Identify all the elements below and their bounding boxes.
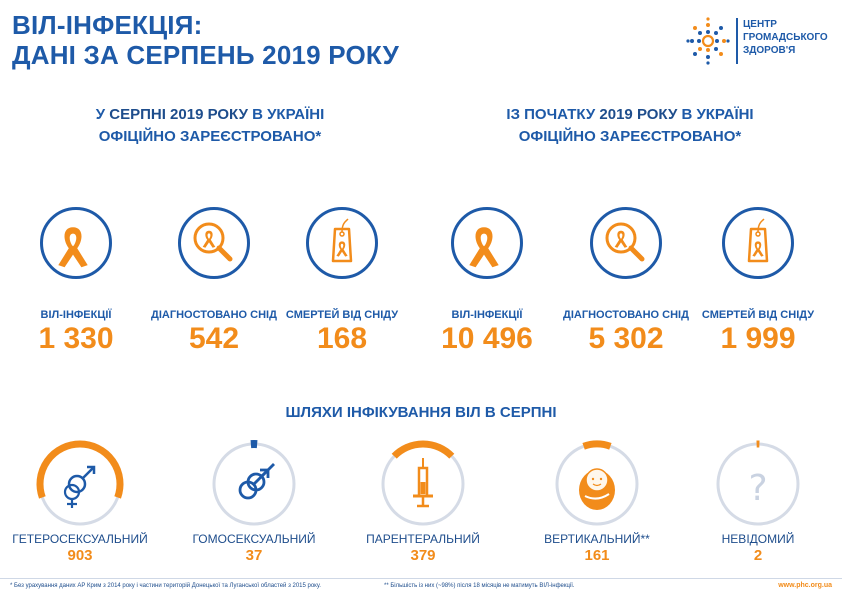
syringe-icon — [413, 458, 433, 508]
footnote-1: * Без урахування даних АР Крим з 2014 ро… — [10, 583, 321, 589]
logo-divider — [736, 18, 738, 64]
route-value: 379 — [410, 547, 436, 564]
route-gauge: ? — [716, 440, 800, 526]
hetero-symbol-icon — [63, 465, 96, 508]
title-line-1: ВІЛ-ІНФЕКЦІЯ: — [12, 10, 203, 40]
stat-label: ВІЛ-ІНФЕКЦІЇ — [40, 309, 112, 321]
stat-label: СМЕРТЕЙ ВІД СНІДУ — [285, 309, 399, 321]
stat-icon-circle — [722, 207, 794, 279]
stat-label: ДІАГНОСТОВАНО СНІД — [563, 309, 689, 321]
logo-line-3: ЗДОРОВ'Я — [743, 45, 796, 56]
route-label: НЕВІДОМИЙ — [721, 532, 795, 546]
svg-text:?: ? — [748, 468, 767, 509]
tag-ribbon-icon — [331, 218, 353, 263]
stat-value: 1 999 — [720, 322, 796, 355]
route-label: ПАРЕНТЕРАЛЬНИЙ — [366, 532, 480, 546]
stat-icon-circle — [451, 207, 523, 279]
footnote-2: ** Більшість із них (~98%) після 18 міся… — [384, 583, 575, 589]
route-value: 903 — [67, 547, 93, 564]
footer-divider — [0, 578, 842, 579]
routes-title: ШЛЯХИ ІНФІКУВАННЯ ВІЛ В СЕРПНІ — [285, 404, 557, 421]
section-august-heading: У СЕРПНІ 2019 РОКУ В УКРАЇНІ ОФІЦІЙНО ЗА… — [95, 106, 325, 145]
logo-text: ЦЕНТР ГРОМАДСЬКОГО ЗДОРОВ'Я — [743, 18, 828, 57]
ribbon-icon — [469, 227, 499, 268]
stat-value: 542 — [188, 322, 240, 355]
route-value: 161 — [584, 547, 610, 564]
route-label: ГЕТЕРОСЕКСУАЛЬНИЙ — [12, 532, 148, 546]
stat-icon-circle — [40, 207, 112, 279]
baby-icon — [579, 468, 615, 510]
page-title: ВІЛ-ІНФЕКЦІЯ: ДАНІ ЗА СЕРПЕНЬ 2019 РОКУ — [12, 10, 399, 70]
stat-value: 168 — [316, 322, 368, 355]
stat-label: СМЕРТЕЙ ВІД СНІДУ — [701, 309, 815, 321]
route-gauge — [555, 440, 639, 526]
title-line-2: ДАНІ ЗА СЕРПЕНЬ 2019 РОКУ — [12, 40, 399, 70]
route-label: ГОМОСЕКСУАЛЬНИЙ — [192, 532, 316, 546]
stat-icon-circle — [590, 207, 662, 279]
tag-ribbon-icon — [747, 218, 769, 263]
stat-label: ДІАГНОСТОВАНО СНІД — [151, 309, 277, 321]
route-label: ВЕРТИКАЛЬНИЙ** — [544, 532, 650, 546]
magnifier-ribbon-icon — [193, 222, 233, 262]
stat-icon-circle — [178, 207, 250, 279]
question-icon: ? — [748, 468, 767, 509]
route-value: 2 — [753, 547, 763, 564]
route-gauge-fill — [391, 440, 455, 459]
homo-symbol-icon — [238, 463, 275, 500]
website-link[interactable]: www.phc.org.ua — [778, 582, 832, 589]
magnifier-ribbon-icon — [605, 222, 645, 262]
stat-label: ВІЛ-ІНФЕКЦІЇ — [451, 309, 523, 321]
route-gauge — [36, 440, 124, 526]
logo-icon — [686, 17, 730, 65]
stat-value: 10 496 — [441, 322, 533, 355]
route-gauge-fill — [36, 440, 124, 499]
ribbon-icon — [58, 227, 88, 268]
route-gauge — [381, 440, 465, 526]
route-value: 37 — [245, 547, 263, 564]
route-gauge-fill — [582, 440, 612, 450]
logo-line-1: ЦЕНТР — [743, 19, 777, 30]
section-year-heading: ІЗ ПОЧАТКУ 2019 РОКУ В УКРАЇНІ ОФІЦІЙНО … — [506, 106, 754, 145]
logo-line-2: ГРОМАДСЬКОГО — [743, 32, 828, 43]
stat-value: 5 302 — [588, 322, 664, 355]
stat-icon-circle — [306, 207, 378, 279]
stat-value: 1 330 — [38, 322, 114, 355]
route-gauge — [212, 440, 296, 526]
